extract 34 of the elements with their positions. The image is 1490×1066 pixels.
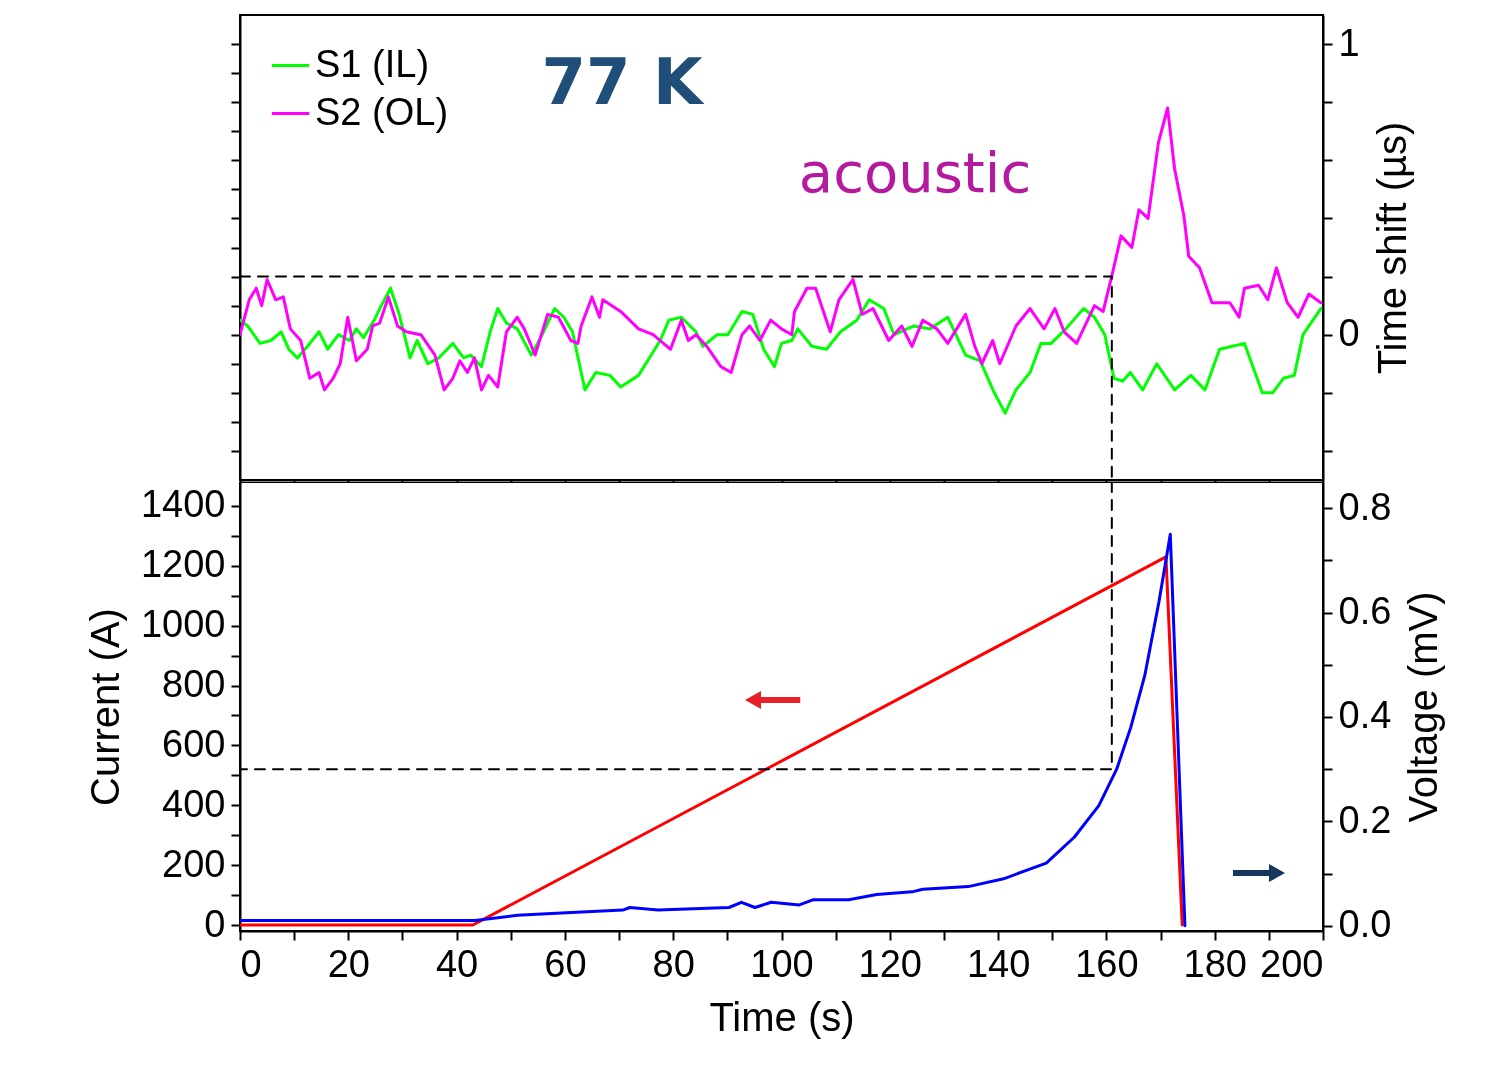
x-tick-label: 200: [1260, 942, 1324, 985]
x-tick-label: 120: [858, 942, 922, 985]
y-tick-label: 1200: [140, 543, 226, 586]
x-tick-label: 60: [544, 942, 587, 985]
line-series: [240, 286, 1323, 415]
x-tick-label: 160: [1075, 942, 1139, 985]
y2-tick-label: 0.2: [1338, 798, 1392, 841]
legend-label: S1 (IL): [315, 42, 430, 85]
x-tick-label: 140: [966, 942, 1031, 985]
annotation: acoustic: [798, 140, 1032, 205]
y2-tick-label: 0.6: [1338, 590, 1392, 633]
y-tick-label: 200: [162, 842, 226, 885]
x-tick-label: 20: [327, 942, 370, 985]
y-tick-label: 1: [1338, 21, 1360, 64]
x-tick-label: 100: [750, 942, 814, 985]
legend-label: S2 (OL): [315, 90, 449, 133]
annotation: 77 K: [541, 45, 705, 119]
x-tick-label: 40: [435, 942, 479, 985]
y2-tick-label: 0.0: [1338, 903, 1392, 946]
y2-tick-label: 0.8: [1338, 485, 1392, 528]
x-tick-label: 0: [240, 942, 262, 985]
y-tick-label: 800: [162, 663, 226, 706]
x-tick-label: 80: [652, 942, 695, 985]
y2-tick-label: 0.4: [1338, 694, 1392, 737]
y-axis-title: Time shift (µs): [1369, 121, 1414, 375]
y-tick-label: 1400: [140, 483, 226, 526]
y-tick-label: 0: [204, 902, 226, 945]
y-axis-title: Current (A): [82, 608, 127, 806]
y-tick-label: 400: [162, 782, 226, 825]
y-tick-label: 1000: [140, 603, 226, 646]
x-axis-title: Time (s): [709, 994, 855, 1039]
y-tick-label: 600: [162, 722, 226, 765]
y2-axis-title: Voltage (mV): [1401, 591, 1446, 823]
x-tick-label: 180: [1183, 942, 1247, 985]
